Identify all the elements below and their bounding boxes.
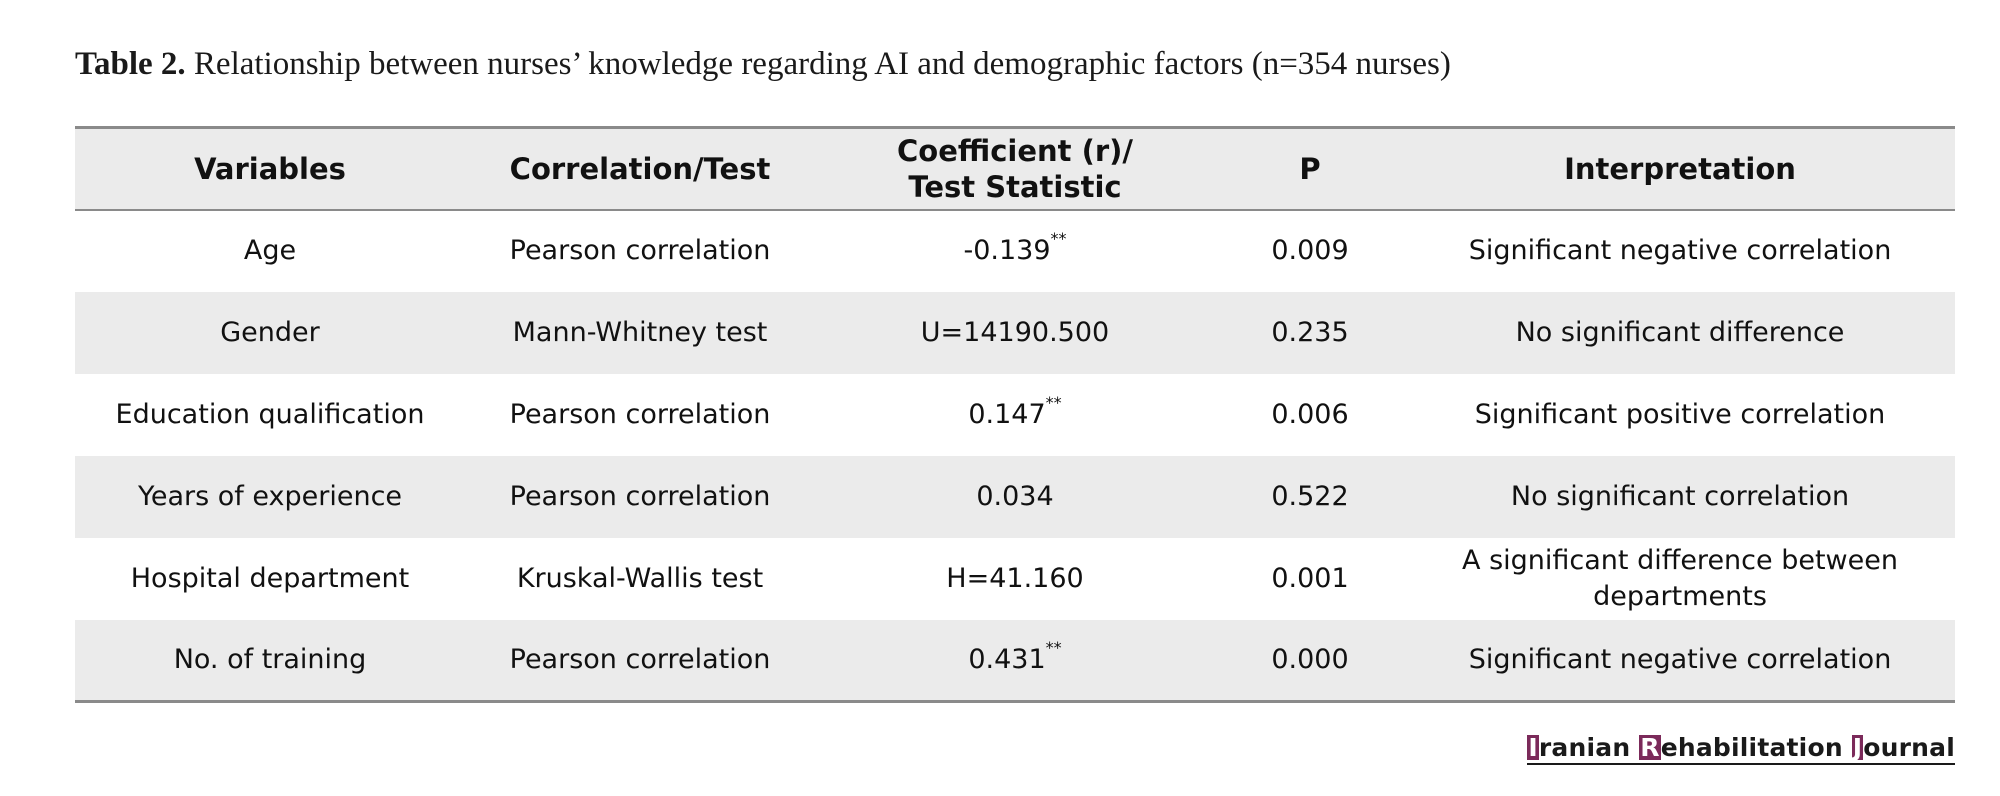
cell-test: Pearson correlation [509,398,771,430]
interpretation-line2: departments [1593,580,1767,612]
cell-interpretation: Significant positive correlation [1474,398,1886,430]
cell-interpretation: Significant negative correlation [1468,235,1892,267]
cell-variable: No. of training [173,644,367,676]
cell-interpretation: No significant difference [1515,316,1845,348]
header-correlation-test: Correlation/Test [509,151,771,186]
coefficient-value: 0.034 [976,480,1054,512]
header-coefficient-line2: Test Statistic [908,169,1122,204]
cell-p: 0.235 [1271,316,1349,348]
journal-logo-initial-j: J [1851,733,1864,762]
journal-logo-word-1: ranian [1538,733,1640,762]
cell-interpretation: Significant negative correlation [1468,644,1892,676]
cell-interpretation: A significant difference between departme… [1405,538,1955,620]
coefficient-value: H=41.160 [946,562,1084,594]
journal-logo-initial-i: I [1527,733,1539,762]
table-caption-text: Relationship between nurses’ knowledge r… [185,46,1451,82]
journal-logo-initial-r: R [1639,733,1661,762]
cell-p: 0.001 [1271,562,1349,594]
cell-test: Mann-Whitney test [512,316,768,348]
cell-variable: Age [243,235,297,267]
header-coefficient: Coefficient (r)/Test Statistic [815,128,1215,210]
table-row: Hospital department Kruskal-Wallis test … [75,538,1955,620]
table-header: Variables Correlation/Test Coefficient (… [75,127,1955,210]
table-caption-label: Table 2. [75,46,186,82]
table-body: Age Pearson correlation -0.139** 0.009 S… [75,210,1955,702]
header-coefficient-line1: Coefficient (r)/ [896,133,1134,168]
interpretation-line1: A significant difference between [1462,545,1898,577]
table-row: Gender Mann-Whitney test U=14190.500 0.2… [75,291,1955,374]
header-row: Variables Correlation/Test Coefficient (… [75,127,1955,210]
table-caption: Table 2. Relationship between nurses’ kn… [75,46,1451,83]
header-interpretation: Interpretation [1564,151,1796,186]
cell-coefficient: 0.034 [815,456,1215,538]
cell-p: 0.009 [1271,235,1349,267]
cell-coefficient: U=14190.500 [815,292,1215,374]
cell-coefficient: 0.147** [815,374,1215,456]
coefficient-value: 0.147 [968,398,1046,430]
results-table: Variables Correlation/Test Coefficient (… [75,126,1955,703]
cell-variable: Gender [220,316,320,348]
table-row: Education qualification Pearson correlat… [75,374,1955,456]
significance-marker: ** [1045,392,1062,412]
cell-interpretation: No significant correlation [1510,480,1850,512]
cell-p: 0.522 [1271,480,1349,512]
cell-coefficient: H=41.160 [815,538,1215,620]
table-row: Years of experience Pearson correlation … [75,455,1955,538]
cell-p: 0.000 [1271,644,1349,676]
cell-p: 0.006 [1271,398,1349,430]
header-variables: Variables [194,151,346,186]
journal-logo-word-3: ournal [1863,733,1955,762]
cell-test: Pearson correlation [509,480,771,512]
cell-coefficient: 0.431** [815,620,1215,702]
significance-marker: ** [1045,638,1062,658]
significance-marker: ** [1050,229,1067,249]
journal-logo-word-2: ehabilitation [1660,733,1852,762]
cell-variable: Years of experience [137,480,403,512]
cell-test: Pearson correlation [509,644,771,676]
coefficient-value: -0.139 [963,235,1051,267]
cell-test: Pearson correlation [509,235,771,267]
cell-variable: Education qualification [115,398,425,430]
journal-logo: Iranian Rehabilitation Journal [1527,733,1955,765]
table-row: No. of training Pearson correlation 0.43… [75,619,1955,702]
table-row: Age Pearson correlation -0.139** 0.009 S… [75,210,1955,292]
header-p: P [1299,151,1321,186]
cell-test: Kruskal-Wallis test [516,562,764,594]
coefficient-value: U=14190.500 [920,316,1110,348]
cell-variable: Hospital department [130,562,410,594]
cell-coefficient: -0.139** [815,210,1215,292]
coefficient-value: 0.431 [968,644,1046,676]
